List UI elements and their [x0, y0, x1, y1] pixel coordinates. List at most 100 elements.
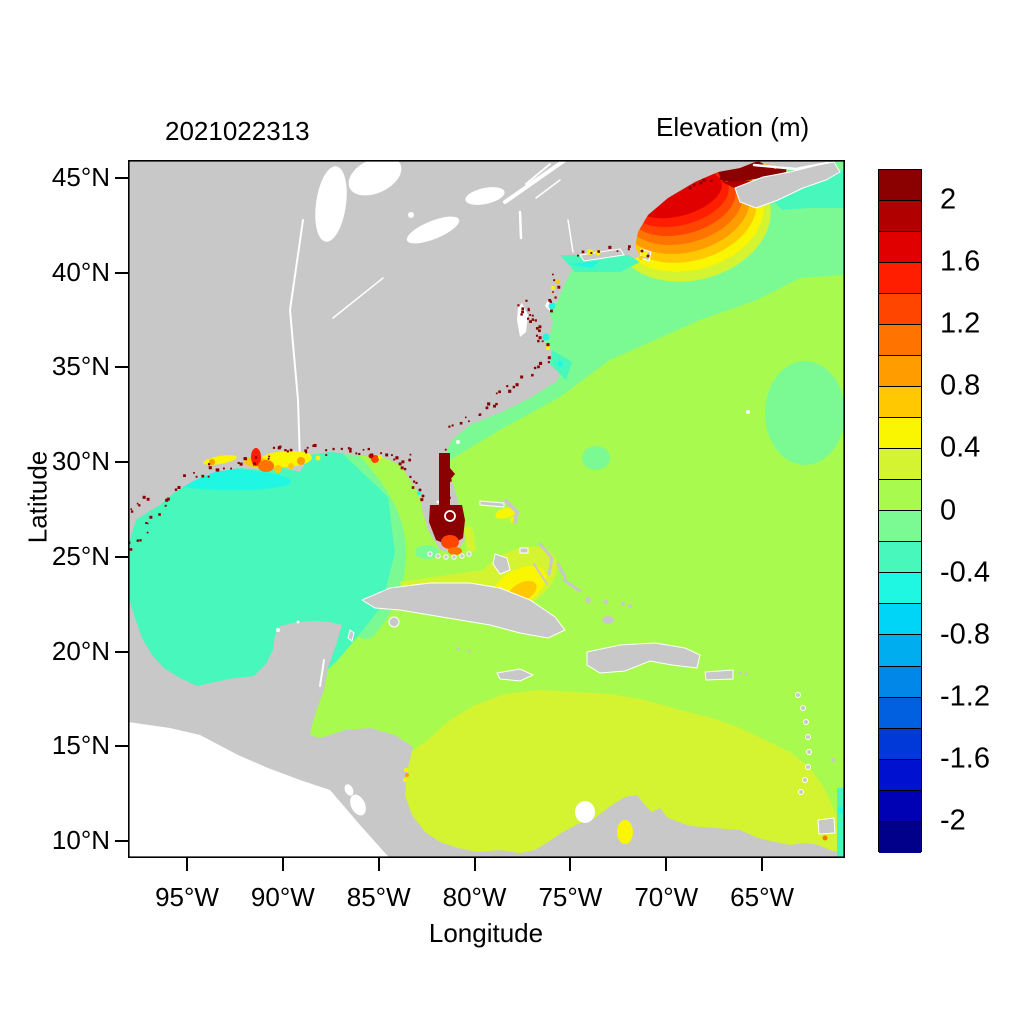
coastal-wet-cell	[506, 385, 509, 388]
coastal-wet-cell	[289, 448, 293, 452]
coastal-wet-cell	[255, 456, 258, 459]
region-louisiana-marsh	[297, 457, 305, 465]
land-lesser-antilles	[806, 749, 812, 755]
coastal-wet-cell	[420, 498, 424, 502]
land-long-island-bahamas	[562, 578, 582, 593]
region-everglades	[448, 547, 462, 555]
coastal-detail	[548, 302, 556, 310]
coastal-wet-cell	[272, 446, 276, 449]
x-tick-label: 65°W	[730, 882, 795, 912]
coastal-wet-cell	[149, 515, 153, 519]
coastal-wet-cell	[520, 313, 523, 316]
coastal-detail	[556, 280, 560, 284]
x-tick-mark	[281, 858, 284, 871]
region-maracaibo-entrance	[617, 820, 633, 844]
land-trinidad	[817, 817, 836, 835]
coastal-wet-cell	[138, 504, 141, 507]
coastal-detail	[639, 256, 643, 260]
y-tick-label: 15°N	[51, 730, 110, 761]
colorbar-cell	[879, 170, 921, 202]
colorbar-tick-label: 0	[940, 494, 957, 526]
x-tick-mark	[473, 858, 476, 871]
coastal-wet-cell	[616, 250, 619, 252]
x-axis-label: Longitude	[428, 918, 544, 948]
coastal-detail	[403, 778, 407, 782]
land-north-america	[128, 160, 840, 858]
coastal-wet-cell	[531, 314, 534, 317]
coastal-wet-cell	[628, 245, 631, 248]
map-border	[128, 160, 845, 858]
land-lesser-antilles	[803, 719, 809, 725]
x-tick-mark	[569, 858, 572, 871]
coastal-wet-cell	[550, 309, 553, 313]
coastal-wet-cell	[355, 452, 358, 455]
coastal-wet-cell	[395, 456, 399, 460]
coastal-wet-cell	[448, 496, 451, 499]
y-tick-mark	[115, 839, 128, 842]
coastal-wet-cell	[495, 392, 498, 395]
coastal-wet-cell	[688, 186, 692, 190]
lake	[456, 440, 460, 444]
colorbar-cell	[879, 480, 921, 512]
x-tick-label: 80°W	[442, 882, 507, 912]
coastal-wet-cell	[393, 458, 396, 461]
land-florida-keys	[451, 554, 457, 560]
coastal-wet-cell	[201, 474, 205, 478]
coastal-wet-cell	[222, 467, 225, 470]
coastal-wet-cell	[515, 383, 519, 387]
x-tick-mark	[377, 858, 380, 871]
lake-erie	[406, 216, 460, 244]
land-cayman	[467, 649, 471, 653]
coastal-detail	[378, 455, 382, 459]
lake-ontario	[465, 187, 505, 205]
coastal-wet-cell	[166, 497, 170, 501]
coastal-wet-cell	[525, 299, 528, 302]
y-tick-mark	[115, 366, 128, 369]
coastal-wet-cell	[158, 513, 161, 516]
region-everglades	[441, 535, 459, 549]
coastal-wet-cell	[367, 447, 370, 451]
coastal-wet-cell	[358, 452, 361, 456]
lake	[276, 628, 280, 632]
x-tick-label: 75°W	[538, 882, 603, 912]
coastal-wet-cell	[531, 373, 534, 377]
land-cat-island	[556, 562, 567, 579]
coastal-detail	[551, 286, 555, 290]
coastal-wet-cell	[534, 319, 537, 322]
coastal-wet-cell	[451, 424, 454, 427]
colorbar-cell	[879, 387, 921, 419]
coastal-wet-cell	[552, 291, 554, 293]
chesapeake-bay	[517, 303, 528, 337]
coastal-wet-cell	[239, 462, 243, 466]
coastal-wet-cell	[608, 245, 612, 249]
coastal-detail	[421, 494, 425, 498]
coastal-wet-cell	[495, 402, 498, 406]
region-long-island-coast	[560, 255, 640, 272]
coastal-wet-cell	[538, 336, 542, 340]
coastal-detail	[405, 773, 409, 777]
coastal-wet-cell	[521, 310, 524, 314]
region-se-corner	[837, 788, 845, 858]
x-tick-mark	[665, 858, 668, 871]
region-louisiana-marsh	[274, 465, 282, 473]
region-florida-lagoons	[439, 453, 450, 507]
coastal-wet-cell	[237, 461, 240, 465]
coastal-wet-cell	[553, 279, 556, 282]
colorbar-tick-label: 0.8	[940, 369, 981, 402]
land-lesser-antilles	[798, 789, 804, 795]
land-jamaica	[496, 668, 535, 682]
land-puerto-rico	[704, 669, 734, 681]
coastal-wet-cell	[325, 454, 328, 456]
lake	[436, 500, 440, 504]
land-nova-scotia	[734, 161, 841, 209]
lake-champlain	[518, 210, 523, 240]
coastal-wet-cell	[581, 250, 585, 254]
coastal-wet-cell	[215, 468, 219, 472]
land-turks	[628, 604, 632, 608]
colorbar-cell	[879, 604, 921, 636]
coastal-wet-cell	[347, 447, 351, 450]
coastal-wet-cell	[444, 448, 447, 451]
colorbar-cell	[879, 232, 921, 264]
region-caribbean	[400, 690, 840, 858]
